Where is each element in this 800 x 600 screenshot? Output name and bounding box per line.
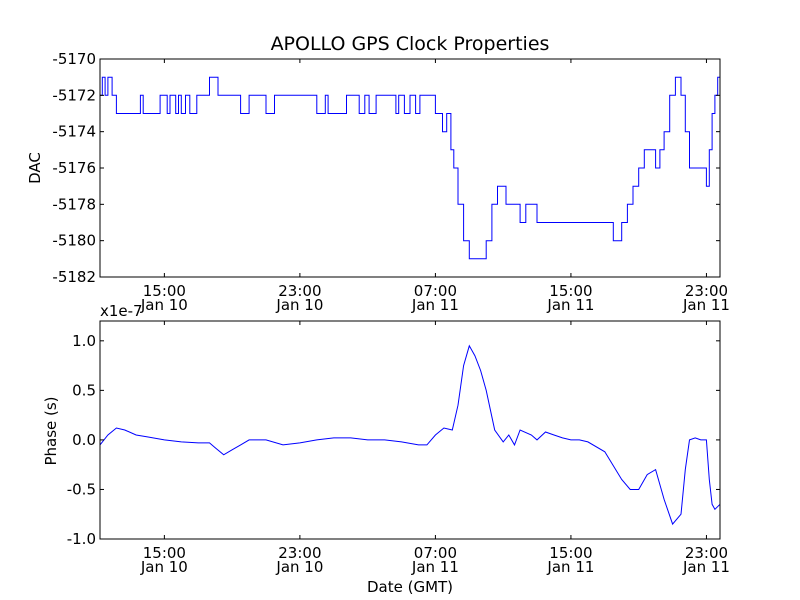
dac-axes: -5182 -5180 -5178 -5176 -5174 -5172 -5170 15:00…: [52, 50, 730, 314]
phase-xtick-date: Jan 11: [682, 558, 730, 576]
dac-xtick-time: 15:00: [549, 282, 592, 300]
chart-title: APOLLO GPS Clock Properties: [271, 33, 550, 55]
dac-xtick-date: Jan 11: [546, 296, 594, 314]
dac-xtick-time: 23:00: [278, 282, 321, 300]
dac-ticks: -5182 -5180 -5178 -5176 -5174 -5172 -5170 15:00…: [52, 50, 730, 314]
dac-ytick-label: -5178: [52, 195, 96, 213]
dac-axes-frame: [99, 58, 721, 278]
dac-ytick-label: -5176: [52, 159, 96, 177]
dac-xtick-date: Jan 11: [682, 296, 730, 314]
phase-ylabel: Phase (s): [42, 396, 60, 465]
phase-series: [99, 344, 721, 526]
dac-ytick-label: -5180: [52, 232, 96, 250]
dac-series: [100, 76, 720, 260]
phase-ytick-label: -1.0: [67, 530, 96, 548]
phase-ytick-label: 1.0: [72, 332, 96, 350]
dac-xtick-time: 15:00: [143, 282, 186, 300]
phase-axes-frame: [99, 320, 721, 540]
dac-xtick-date: Jan 10: [275, 296, 323, 314]
phase-xtick-time: 23:00: [278, 544, 321, 562]
phase-xtick-time: 23:00: [685, 544, 728, 562]
phase-xlabel: Date (GMT): [367, 578, 453, 596]
dac-line-0: [100, 76, 720, 260]
dac-ylabel: DAC: [26, 152, 44, 184]
phase-xtick-time: 07:00: [414, 544, 457, 562]
phase-ytick-label: 0.5: [72, 381, 96, 399]
phase-xtick-date: Jan 10: [275, 558, 323, 576]
phase-ytick-label: -0.5: [67, 480, 96, 498]
dac-xtick-date: Jan 10: [140, 296, 188, 314]
phase-line-0: [99, 344, 721, 526]
dac-xtick-time: 07:00: [414, 282, 457, 300]
dac-xtick-time: 23:00: [685, 282, 728, 300]
phase-xtick-time: 15:00: [549, 544, 592, 562]
dac-ytick-label: -5182: [52, 268, 96, 286]
dac-xtick-date: Jan 11: [411, 296, 459, 314]
dac-ytick-label: -5174: [52, 123, 96, 141]
phase-ytick-label: 0.0: [72, 431, 96, 449]
phase-xtick-time: 15:00: [143, 544, 186, 562]
phase-xtick-date: Jan 11: [411, 558, 459, 576]
phase-multiplier: x1e-7: [100, 302, 143, 320]
phase-xtick-date: Jan 11: [546, 558, 594, 576]
phase-xtick-date: Jan 10: [140, 558, 188, 576]
dac-ytick-label: -5172: [52, 86, 96, 104]
dac-ytick-label: -5170: [52, 50, 96, 68]
